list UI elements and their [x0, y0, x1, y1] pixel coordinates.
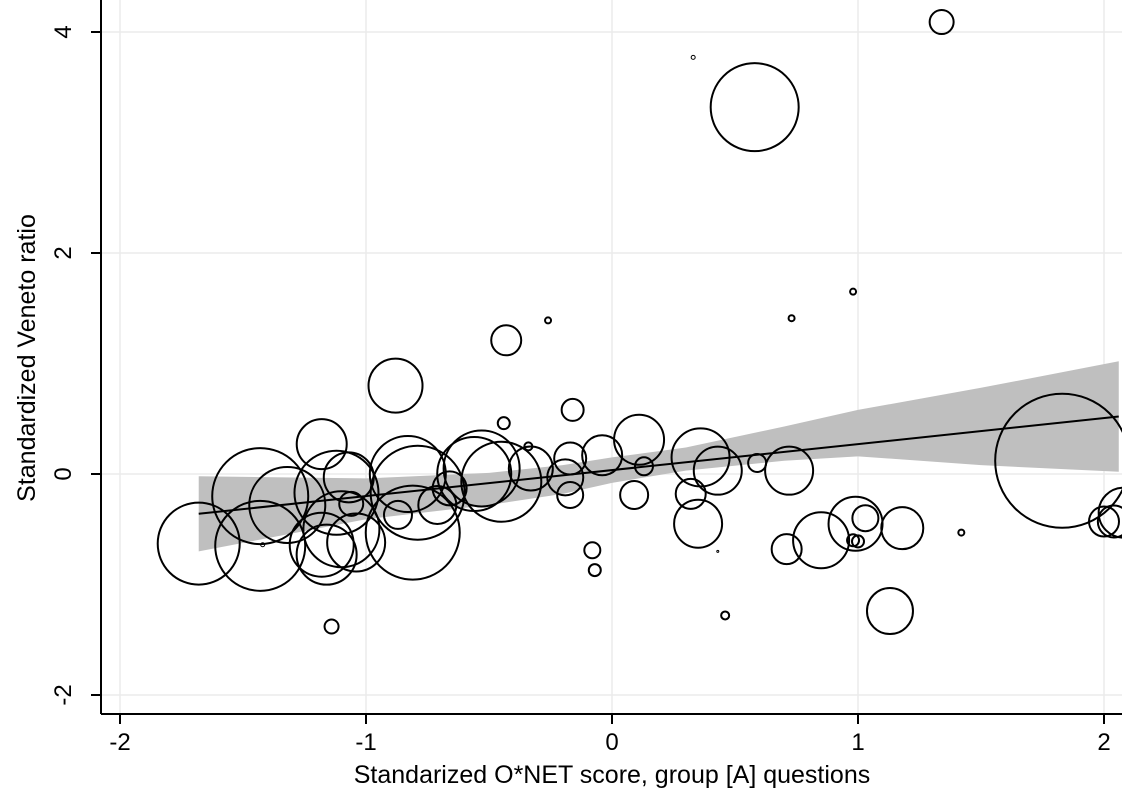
- points-layer: [156, 9, 1122, 636]
- scatter-point: [994, 392, 1122, 529]
- scatter-point: [581, 434, 624, 477]
- scatter-point: [692, 445, 743, 496]
- scatter-point: [293, 449, 380, 536]
- scatter-point: [211, 447, 310, 546]
- scatter-point: [544, 316, 553, 325]
- y-tick-label: 2: [50, 246, 77, 259]
- scatter-point: [849, 287, 858, 296]
- scatter-point: [156, 501, 241, 586]
- scatter-point: [496, 416, 511, 431]
- scatter-point: [619, 479, 650, 510]
- scatter-point: [382, 499, 413, 530]
- y-tick-label: 0: [50, 467, 77, 480]
- scatter-point: [248, 465, 327, 544]
- scatter-point: [787, 314, 796, 323]
- scatter-point: [709, 62, 800, 153]
- scatter-point: [764, 445, 815, 496]
- scatter-point: [851, 504, 880, 533]
- scatter-point: [490, 324, 523, 357]
- y-axis-ticks: -2 0 2 4: [50, 25, 101, 706]
- scatter-point: [1088, 505, 1120, 538]
- scatter-point: [673, 498, 724, 549]
- scatter-point: [613, 413, 666, 466]
- scatter-point: [460, 440, 543, 523]
- gridlines: [101, 0, 1122, 714]
- scatter-point: [583, 541, 602, 560]
- scatter-point: [556, 480, 585, 509]
- x-tick-label: -1: [355, 729, 376, 756]
- x-tick-label: 2: [1097, 729, 1110, 756]
- scatter-point: [957, 528, 966, 537]
- scatter-point: [368, 435, 447, 513]
- scatter-point: [323, 618, 340, 635]
- scatter-point: [690, 54, 696, 60]
- scatter-point: [720, 610, 731, 621]
- scatter-point: [367, 357, 424, 414]
- scatter-point: [851, 534, 865, 549]
- scatter-point: [295, 418, 348, 471]
- scatter-point: [928, 9, 955, 36]
- scatter-point: [716, 549, 720, 553]
- scatter-point: [442, 429, 521, 508]
- scatter-point: [214, 499, 307, 592]
- scatter-point: [560, 397, 585, 422]
- fit-line: [198, 415, 1119, 515]
- scatter-point: [295, 523, 358, 586]
- scatter-point: [1097, 486, 1122, 539]
- x-axis-ticks: -2 -1 0 1 2: [109, 714, 1111, 756]
- scatter-point: [507, 445, 554, 492]
- y-tick-label: -2: [50, 684, 77, 705]
- scatter-point: [633, 456, 654, 477]
- scatter-point: [326, 512, 387, 573]
- x-tick-label: 1: [851, 729, 864, 756]
- scatter-point: [880, 506, 925, 551]
- scatter-point: [553, 441, 588, 476]
- scatter-point: [431, 470, 468, 507]
- scatter-point: [1096, 504, 1122, 539]
- y-axis-title: Standardized Veneto ratio: [13, 214, 41, 502]
- scatter-point: [865, 587, 914, 636]
- scatter-point: [770, 533, 803, 566]
- scatter-point: [338, 490, 365, 517]
- scatter-point: [288, 511, 355, 578]
- scatter-point: [369, 444, 466, 541]
- x-axis-title: Standarized O*NET score, group [A] quest…: [354, 761, 870, 789]
- scatter-point: [364, 484, 461, 581]
- y-tick-label: 4: [50, 25, 77, 38]
- scatter-point: [674, 477, 707, 510]
- scatter-point: [587, 563, 602, 578]
- scatter-point: [546, 458, 585, 497]
- fit-line-layer: [198, 415, 1119, 515]
- x-tick-label: 0: [605, 729, 618, 756]
- scatter-point: [792, 511, 851, 570]
- scatter-point: [260, 542, 266, 548]
- x-tick-label: -2: [109, 729, 130, 756]
